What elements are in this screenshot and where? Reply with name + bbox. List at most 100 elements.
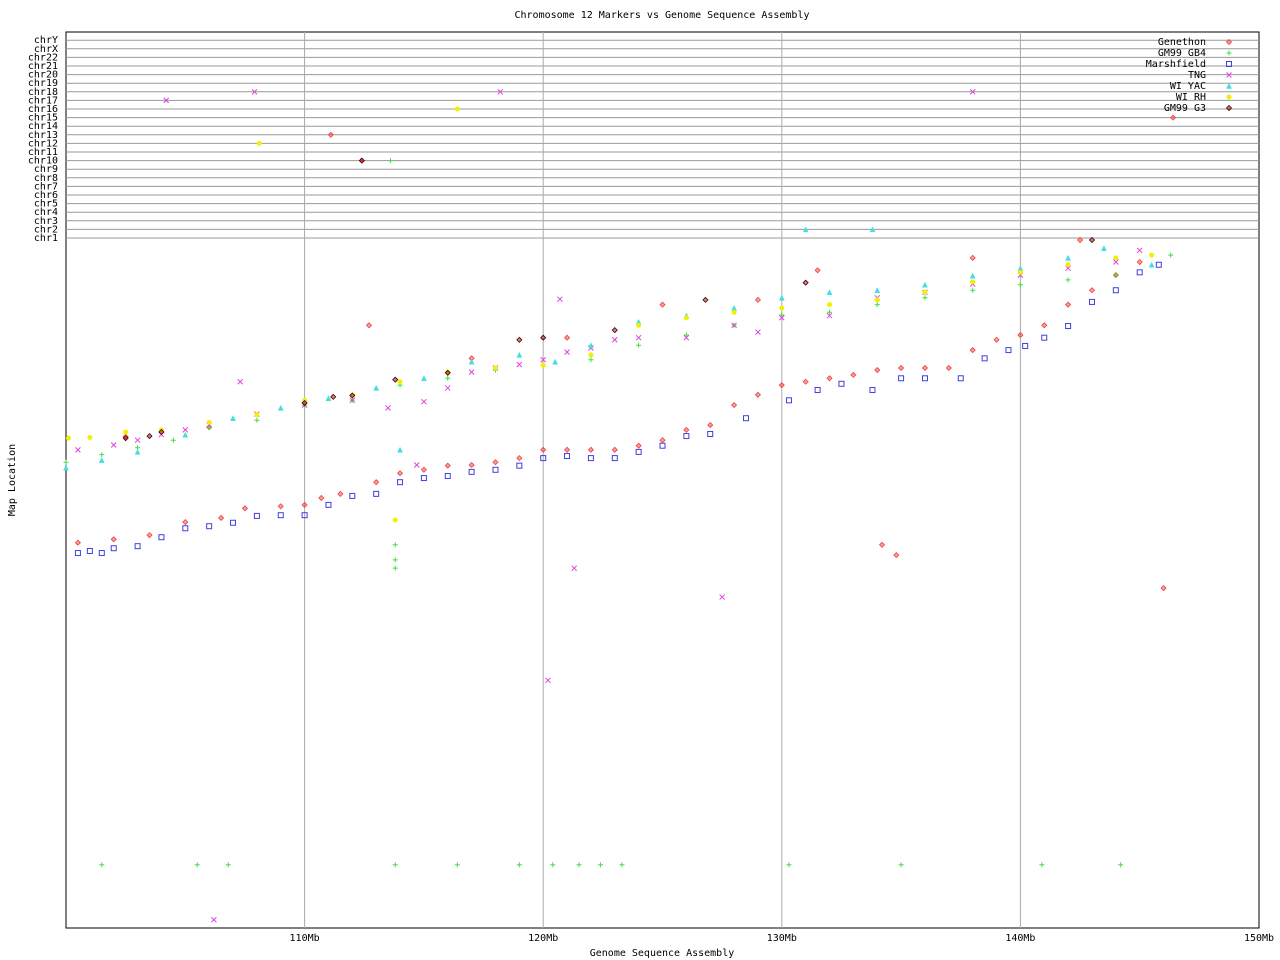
point: [99, 862, 105, 868]
chromosome-label: chr8: [34, 173, 58, 184]
point: [392, 565, 398, 571]
point: [421, 398, 427, 405]
chromosome-label: chr7: [34, 181, 58, 192]
point: [1136, 247, 1143, 254]
point: [802, 378, 809, 385]
point: [110, 545, 117, 552]
point: [230, 519, 237, 526]
point: [588, 352, 594, 358]
point: [588, 357, 594, 363]
chromosome-label: chrX: [34, 44, 58, 55]
point: [635, 334, 642, 341]
point: [397, 446, 403, 453]
point: [893, 552, 900, 559]
point: [497, 88, 504, 95]
point: [385, 405, 391, 411]
chromosome-label: chr5: [34, 199, 58, 210]
point: [563, 334, 571, 341]
point: [1160, 585, 1167, 592]
point: [516, 455, 523, 462]
point: [1039, 862, 1045, 868]
point: [392, 517, 398, 523]
point: [707, 431, 714, 438]
chromosome-label: chrY: [34, 35, 58, 46]
point: [277, 512, 284, 519]
point: [1168, 252, 1174, 258]
point: [874, 302, 880, 308]
point: [218, 514, 225, 522]
point: [755, 329, 761, 336]
point: [969, 88, 976, 95]
chromosome-label: chr15: [28, 113, 58, 124]
point: [826, 375, 833, 382]
point: [337, 490, 344, 497]
point: [588, 342, 594, 349]
point: [945, 364, 952, 372]
point: [420, 375, 427, 382]
point: [110, 442, 117, 448]
chromosome-label: chr13: [28, 130, 58, 141]
point: [878, 541, 886, 548]
point: [802, 279, 809, 286]
point: [898, 375, 905, 382]
point: [540, 455, 547, 462]
point: [1065, 262, 1071, 268]
point: [1112, 259, 1119, 265]
point: [516, 361, 523, 368]
point: [557, 296, 563, 303]
point: [563, 446, 571, 453]
point: [277, 503, 284, 510]
point: [970, 279, 976, 285]
point: [1148, 261, 1155, 268]
legend-label: WI YAC: [1170, 81, 1206, 92]
point: [392, 376, 399, 383]
chromosome-label: chr20: [28, 70, 58, 81]
point: [468, 358, 475, 365]
point: [869, 386, 876, 393]
point: [373, 384, 380, 391]
point: [301, 501, 308, 508]
point: [325, 501, 332, 508]
point: [850, 371, 857, 378]
point: [635, 442, 642, 449]
point: [922, 289, 928, 295]
point: [230, 415, 236, 421]
point: [838, 380, 845, 387]
point: [683, 334, 690, 341]
legend-label: Genethon: [1158, 37, 1206, 48]
chromosome-label: chr14: [28, 121, 58, 132]
chromosome-label: chr18: [28, 87, 58, 98]
point: [1005, 347, 1012, 354]
point: [454, 106, 460, 112]
point: [683, 433, 690, 440]
point: [468, 369, 475, 375]
legend-label: GM99 GB4: [1158, 48, 1206, 59]
point: [182, 427, 189, 433]
point: [237, 378, 244, 385]
legend-symbol: [1226, 94, 1232, 100]
point: [251, 88, 258, 95]
point: [874, 287, 881, 293]
point: [683, 315, 689, 321]
point: [826, 312, 833, 319]
chromosome-label: chr10: [28, 156, 58, 167]
point: [182, 519, 189, 526]
point: [420, 466, 427, 473]
point: [170, 437, 176, 443]
legend-symbol: [1225, 38, 1233, 46]
point: [158, 534, 165, 541]
point: [540, 356, 547, 363]
point: [826, 289, 833, 296]
chromosome-label: chr11: [28, 147, 58, 158]
point: [492, 365, 498, 371]
point: [540, 446, 547, 453]
point: [922, 281, 928, 288]
point: [827, 302, 833, 308]
point: [550, 862, 556, 868]
point: [122, 435, 129, 442]
point: [349, 397, 356, 404]
point: [743, 415, 750, 422]
x-tick-label: 140Mb: [1005, 933, 1035, 944]
point: [98, 457, 105, 463]
